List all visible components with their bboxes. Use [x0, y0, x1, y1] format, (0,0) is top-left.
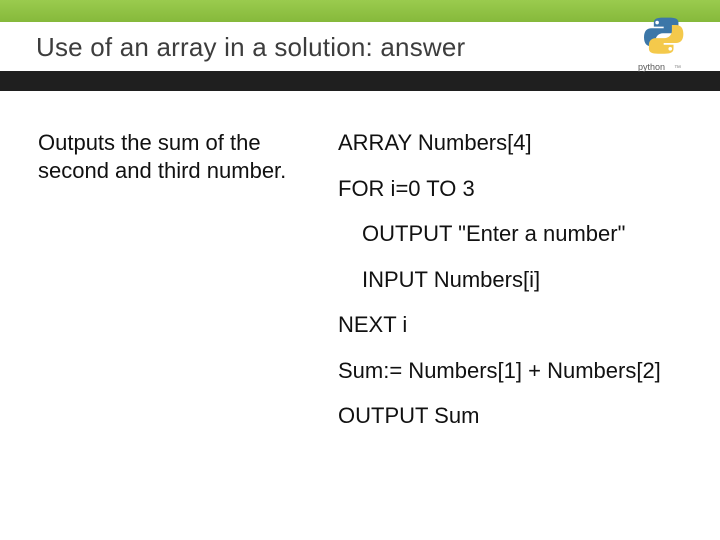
description-text: Outputs the sum of the second and third …	[38, 129, 314, 184]
title-wrap: Use of an array in a solution: answer	[0, 22, 720, 63]
code-line: FOR i=0 TO 3	[338, 175, 678, 203]
code-line: ARRAY Numbers[4]	[338, 129, 678, 157]
python-logo-icon: python ™	[634, 14, 694, 74]
code-line: OUTPUT Sum	[338, 402, 678, 430]
slide: python ™ Use of an array in a solution: …	[0, 0, 720, 540]
python-logo: python ™	[634, 14, 694, 74]
slide-title: Use of an array in a solution: answer	[36, 32, 720, 63]
code-line: NEXT i	[338, 311, 678, 339]
python-logo-text: python	[638, 62, 665, 72]
code-line-indent: OUTPUT "Enter a number"	[338, 220, 678, 248]
svg-text:™: ™	[674, 65, 681, 72]
code-line: Sum:= Numbers[1] + Numbers[2]	[338, 357, 678, 385]
left-column: Outputs the sum of the second and third …	[38, 129, 338, 448]
header-topbar	[0, 0, 720, 22]
title-underline	[0, 71, 720, 91]
code-line-indent: INPUT Numbers[i]	[338, 266, 678, 294]
right-column: ARRAY Numbers[4] FOR i=0 TO 3 OUTPUT "En…	[338, 129, 678, 448]
content-row: Outputs the sum of the second and third …	[0, 91, 720, 448]
